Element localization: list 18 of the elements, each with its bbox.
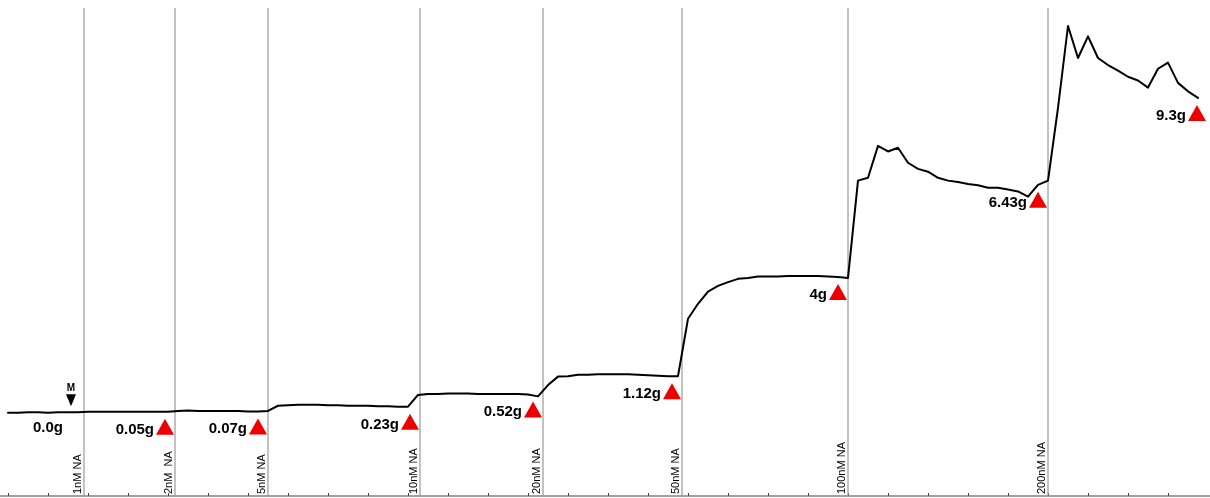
annotation: 5nM NA xyxy=(255,453,267,494)
annotation: 0.0g xyxy=(32,418,64,436)
annotation: M xyxy=(66,382,76,394)
annotation: 0.52g xyxy=(483,402,522,420)
annotation: 100nM NA xyxy=(835,441,847,494)
annotation: 50nM NA xyxy=(669,447,681,494)
annotation: 9.3g xyxy=(1155,105,1186,123)
annotation: 6.43g xyxy=(988,192,1027,210)
annotation: 4g xyxy=(809,284,827,302)
annotation: 0.23g xyxy=(360,414,399,432)
annotation: 20nM NA xyxy=(530,447,542,494)
annotation: 0.05g xyxy=(115,419,154,437)
annotation: 2nM NA xyxy=(162,450,174,494)
annotation: 1nM NA xyxy=(71,453,83,494)
annotation: 0.07g xyxy=(208,419,247,437)
annotation: 1.12g xyxy=(622,384,661,402)
annotation: 200nM NA xyxy=(1035,441,1047,494)
annotation: 10nM NA xyxy=(407,447,419,494)
